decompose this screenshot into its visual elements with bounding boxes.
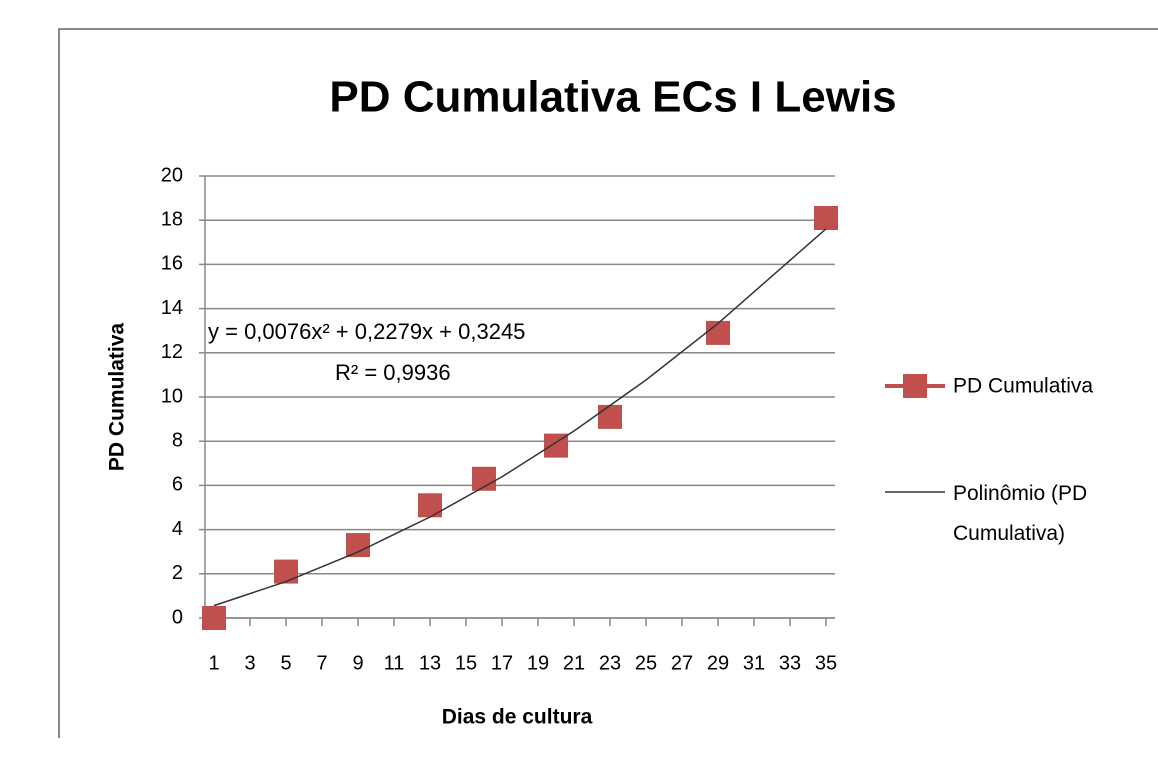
trendline-r2: R² = 0,9936 [335,360,451,385]
x-tick-label: 25 [635,652,657,674]
trendline-equation: y = 0,0076x² + 0,2279x + 0,3245 [208,319,525,344]
y-tick-label: 12 [161,341,183,363]
x-tick-label: 7 [316,652,327,674]
data-point [706,320,730,345]
y-tick-label: 4 [172,518,183,540]
x-tick-label: 15 [455,652,477,674]
y-tick-label: 14 [161,297,183,319]
data-point [598,404,622,429]
data-point [814,205,838,230]
x-tick-label: 21 [563,652,585,674]
legend-entry: PD Cumulativa [953,375,1093,398]
y-tick-label: 10 [161,385,183,407]
x-tick-label: 17 [491,652,513,674]
y-tick-label: 20 [161,164,183,186]
legend-entry: Polinômio (PD Cumulativa) [953,482,1088,545]
x-tick-label: 23 [599,652,621,674]
x-axis-label: Dias de cultura [442,706,593,729]
x-tick-label: 35 [815,652,837,674]
data-point [202,606,226,630]
x-tick-label: 1 [208,652,219,674]
x-tick-label: 3 [244,652,255,674]
chart-title: PD Cumulativa ECs I Lewis [329,73,896,122]
x-tick-label: 5 [280,652,291,674]
data-point [346,533,370,558]
y-tick-label: 6 [172,474,183,496]
y-tick-label: 16 [161,253,183,275]
y-tick-label: 2 [172,562,183,584]
x-tick-label: 19 [527,652,549,674]
x-tick-label: 29 [707,652,729,674]
x-tick-label: 11 [384,652,405,674]
x-tick-label: 27 [671,652,693,674]
legend-marker [903,374,927,398]
data-point [274,559,298,584]
data-point [418,493,442,518]
x-tick-label: 33 [779,652,801,674]
x-tick-label: 13 [419,652,441,674]
x-tick-label: 31 [743,652,765,674]
y-tick-label: 8 [172,429,183,451]
y-tick-label: 0 [172,606,183,628]
trendline [213,228,827,607]
x-tick-label: 9 [352,652,363,674]
y-axis-label: PD Cumulativa [106,323,129,472]
y-tick-label: 18 [161,208,183,230]
